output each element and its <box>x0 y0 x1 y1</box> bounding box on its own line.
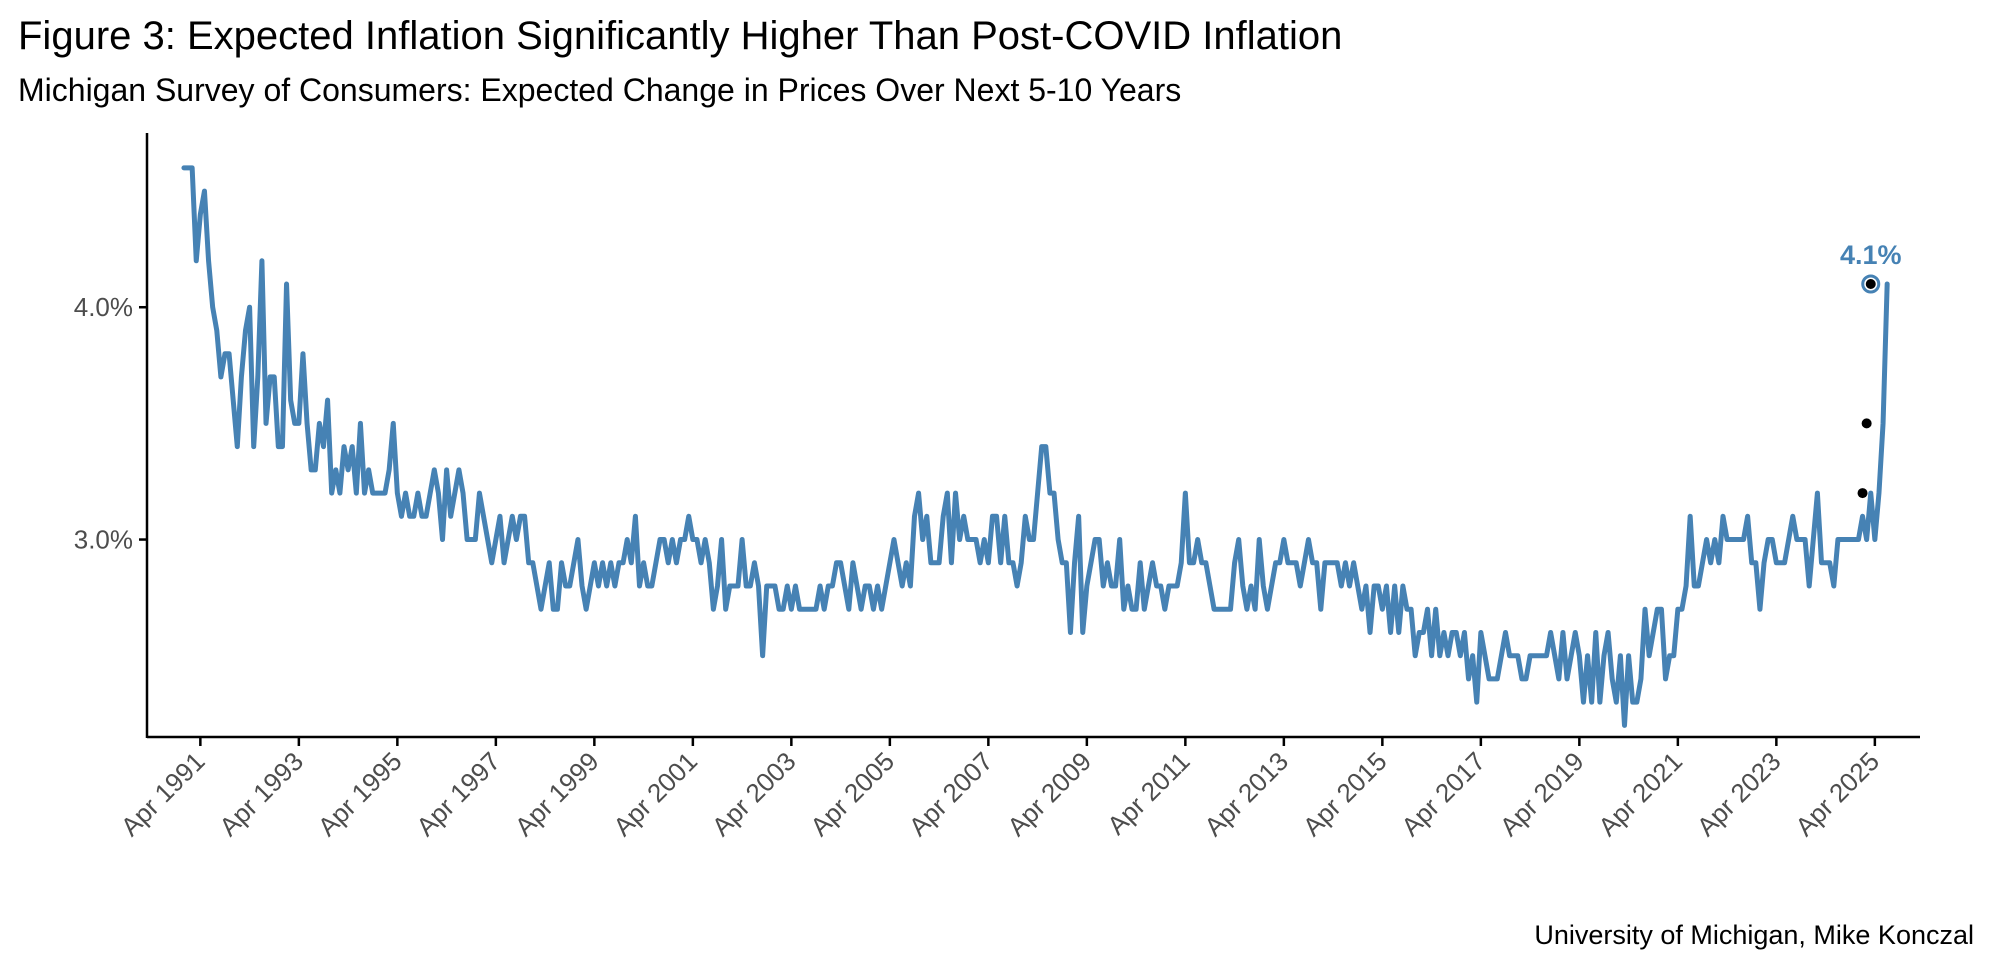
x-tick-label: Apr 1995 <box>312 746 408 842</box>
highlight-points <box>1857 274 1881 499</box>
chart-title: Figure 3: Expected Inflation Significant… <box>18 14 1343 58</box>
highlight-point <box>1865 279 1876 289</box>
x-tick-label: Apr 2007 <box>903 746 999 842</box>
chart-subtitle: Michigan Survey of Consumers: Expected C… <box>18 72 1182 108</box>
y-tick-label: 4.0% <box>74 292 133 322</box>
x-tick-label: Apr 2005 <box>804 746 900 842</box>
source-caption: University of Michigan, Mike Konczal <box>1534 920 1974 950</box>
end-point-ring <box>1861 274 1881 294</box>
x-axis-ticks: Apr 1991 Apr 1993 Apr 1995 Apr 1997 Apr 1999… <box>115 737 1885 842</box>
x-tick-label: Apr 2001 <box>607 746 703 842</box>
x-tick-label: Apr 1991 <box>115 746 211 842</box>
y-axis-ticks: 3.0% 4.0% <box>74 292 147 555</box>
x-tick-label: Apr 1997 <box>410 746 506 842</box>
x-tick-label: Apr 2015 <box>1297 746 1393 842</box>
x-tick-label: Apr 2009 <box>1001 746 1097 842</box>
x-tick-label: Apr 2003 <box>706 746 802 842</box>
x-tick-label: Apr 2021 <box>1592 746 1688 842</box>
x-tick-label: Apr 2017 <box>1395 746 1491 842</box>
x-tick-label: Apr 2025 <box>1789 746 1885 842</box>
x-tick-label: Apr 2013 <box>1198 746 1294 842</box>
x-tick-label: Apr 2023 <box>1691 746 1787 842</box>
x-tick-label: Apr 2011 <box>1101 746 1195 840</box>
x-tick-label: Apr 1993 <box>213 746 309 842</box>
y-tick-label: 3.0% <box>74 525 133 555</box>
x-tick-label: Apr 1999 <box>509 746 605 842</box>
x-tick-label: Apr 2019 <box>1494 746 1590 842</box>
end-value-label: 4.1% <box>1840 240 1902 270</box>
highlight-point <box>1857 488 1868 499</box>
series-line-expected-inflation <box>181 165 1890 728</box>
highlight-point <box>1861 418 1872 429</box>
